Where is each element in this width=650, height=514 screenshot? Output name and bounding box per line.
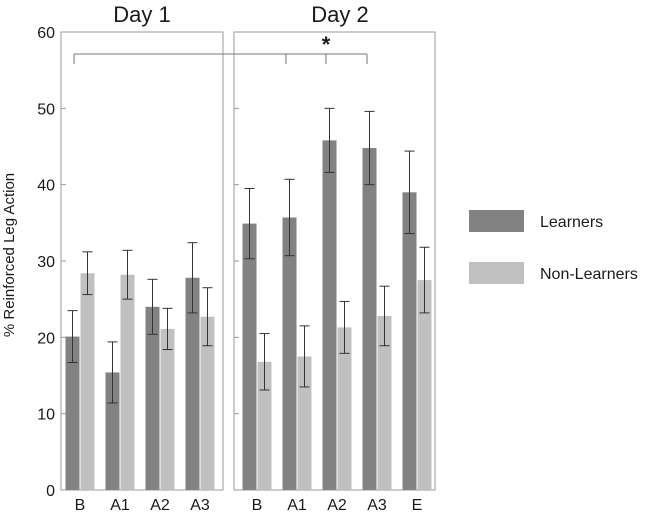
- bar-learners: [362, 148, 377, 490]
- x-tick-label: E: [412, 497, 423, 514]
- error-bar: [122, 249, 133, 300]
- legend-swatch-nonlearners: [469, 262, 524, 284]
- bar-nonlearners: [160, 328, 175, 490]
- bar-nonlearners: [377, 315, 392, 490]
- error-bar: [299, 325, 310, 388]
- error-bar: [259, 333, 270, 391]
- bar-nonlearners: [120, 274, 135, 490]
- legend-swatch-learners: [469, 210, 524, 232]
- error-bar: [404, 150, 415, 235]
- bar-nonlearners: [417, 280, 432, 490]
- significance-star: *: [322, 32, 331, 57]
- x-tick-label: A2: [327, 497, 347, 514]
- x-tick-label: A3: [367, 497, 387, 514]
- error-bar: [379, 285, 390, 347]
- legend-label-learners: Learners: [540, 214, 603, 231]
- y-tick-label: 20: [37, 330, 55, 347]
- error-bar: [364, 110, 375, 186]
- error-bar: [202, 287, 213, 347]
- bar-learners: [65, 336, 80, 490]
- x-tick-label: A1: [287, 497, 307, 514]
- y-tick-label: 40: [37, 178, 55, 195]
- error-bar: [244, 187, 255, 260]
- y-tick-label: 10: [37, 407, 55, 424]
- significance-bracket: [73, 53, 368, 64]
- y-axis-label: % Reinforced Leg Action: [1, 173, 18, 337]
- error-bar: [419, 246, 430, 314]
- y-tick-label: 0: [46, 483, 55, 500]
- panel-title-day1: Day 1: [113, 2, 170, 27]
- bar-learners: [185, 277, 200, 490]
- bar-learners: [242, 223, 257, 490]
- bar-learners: [322, 140, 337, 491]
- error-bar: [67, 310, 78, 364]
- error-bar: [324, 107, 335, 173]
- bar-learners: [282, 217, 297, 491]
- error-bar: [147, 278, 158, 335]
- x-axis: B A1 A2 A3 B A1 A2 A3 E: [75, 497, 423, 514]
- x-tick-label: A1: [110, 497, 130, 514]
- bar-nonlearners: [80, 273, 95, 490]
- bars: [65, 107, 432, 491]
- error-bar: [284, 178, 295, 257]
- bar-learners: [402, 192, 417, 491]
- bar-learners: [145, 306, 160, 490]
- error-bar: [162, 307, 173, 351]
- error-bar: [187, 242, 198, 314]
- x-tick-label: B: [75, 497, 86, 514]
- bar-nonlearners: [297, 356, 312, 490]
- bar-learners: [105, 372, 120, 490]
- y-tick-label: 30: [37, 254, 55, 271]
- y-axis: 0 10 20 30 40 50 60: [37, 25, 239, 500]
- error-bar: [339, 300, 350, 354]
- y-tick-label: 60: [37, 25, 55, 42]
- bar-nonlearners: [257, 361, 272, 490]
- bar-nonlearners: [200, 316, 215, 490]
- panel-title-day2: Day 2: [311, 2, 368, 27]
- bar-nonlearners: [337, 327, 352, 490]
- x-tick-label: B: [252, 497, 263, 514]
- legend-label-nonlearners: Non-Learners: [540, 266, 638, 283]
- x-tick-label: A2: [150, 497, 170, 514]
- error-bar: [107, 341, 118, 404]
- y-tick-label: 50: [37, 101, 55, 118]
- x-tick-label: A3: [190, 497, 210, 514]
- error-bar: [82, 251, 93, 296]
